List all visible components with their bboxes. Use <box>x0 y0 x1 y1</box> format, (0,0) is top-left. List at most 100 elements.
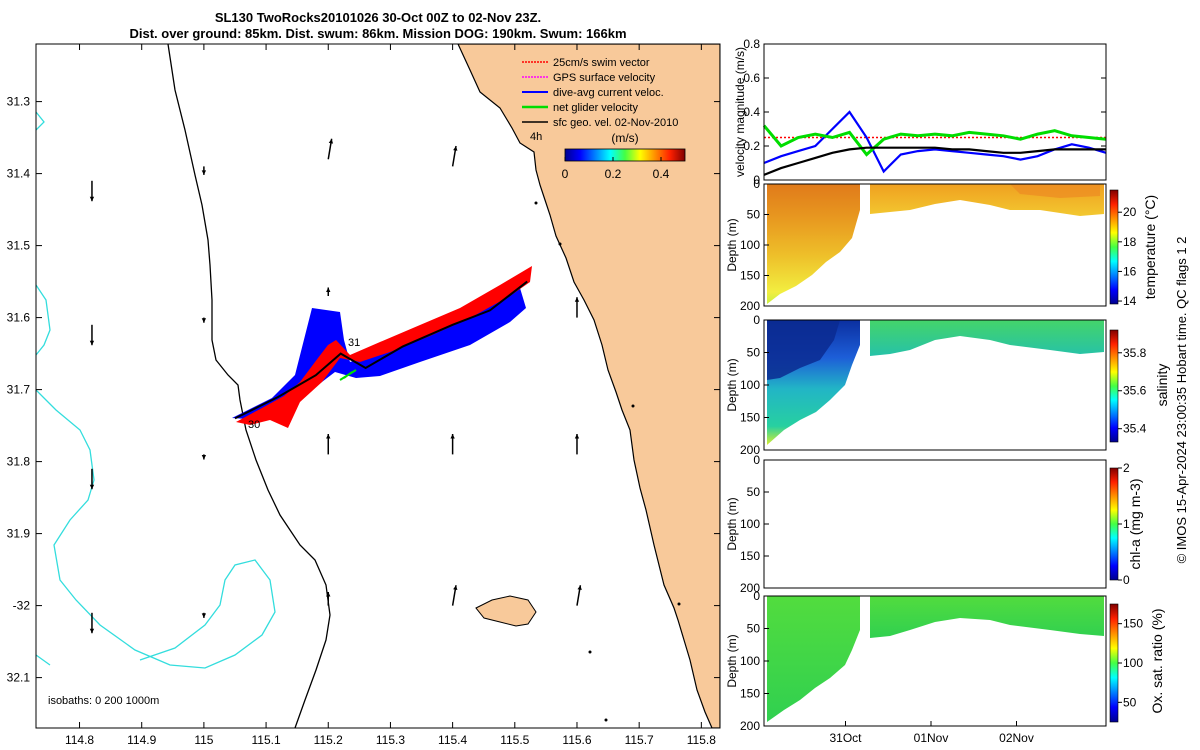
time-label: 4h <box>530 131 542 143</box>
depth-tick-label: 150 <box>740 687 760 701</box>
oxygen-ylabel: Depth (m) <box>725 634 739 687</box>
geo-vector <box>576 585 582 606</box>
cbar-tick-label: 150 <box>1123 617 1143 631</box>
cbar-tick-label: 2 <box>1123 461 1130 475</box>
map-y-tick-label: 31.5 <box>7 239 31 253</box>
depth-tick-label: 50 <box>747 485 761 499</box>
depth-tick-label: 0 <box>753 589 760 603</box>
vel-y-tick-label: 0.8 <box>743 37 760 51</box>
figure-title-line1: SL130 TwoRocks20101026 30-Oct 00Z to 02-… <box>215 10 541 25</box>
map-y-tick-label: 31.9 <box>7 527 31 541</box>
temperature-cbar-label: temperature (°C) <box>1142 195 1158 299</box>
map-x-tick-label: 115 <box>194 733 213 747</box>
chla-cbar-label: chl-a (mg m-3) <box>1127 478 1143 569</box>
map-x-tick-label: 115.8 <box>687 733 716 747</box>
map-y-tick-label: 32.1 <box>7 671 31 685</box>
map-x-tick-label: 115.3 <box>376 733 405 747</box>
land-mass <box>457 44 720 728</box>
map-cbar-tick-label: 0 <box>562 167 569 181</box>
cbar-tick-label: 18 <box>1123 235 1137 249</box>
glider-track <box>234 280 528 420</box>
geo-vector <box>326 592 331 606</box>
depth-tick-label: 100 <box>740 238 760 252</box>
map-y-tick-label: 31.3 <box>7 95 31 109</box>
cbar-tick-label: 35.6 <box>1123 384 1147 398</box>
cbar-tick-label: 35.4 <box>1123 422 1147 436</box>
depth-tick-label: 100 <box>740 517 760 531</box>
legend-swim-vector: 25cm/s swim vector <box>553 57 650 69</box>
salinity-panel: Depth (m) salinity <box>725 319 1170 451</box>
depth-tick-label: 0 <box>753 177 760 191</box>
geo-vector <box>451 145 458 167</box>
chla-colorbar <box>1109 467 1119 581</box>
depth-tick-label: 0 <box>753 313 760 327</box>
credit-line: © IMOS 15-Apr-2024 23:00:35 Hobart time.… <box>1174 237 1189 564</box>
geo-vector <box>201 317 207 323</box>
cbar-tick-label: 1 <box>1123 517 1130 531</box>
net-glider-vectors <box>339 369 357 381</box>
cbar-tick-label: 0 <box>1123 573 1130 587</box>
isobath-note: isobaths: 0 200 1000m <box>48 695 159 707</box>
geo-vector <box>201 612 207 618</box>
depth-tick-label: 200 <box>740 443 760 457</box>
velocity-ylabel: velocity magnitude (m/s) <box>733 47 747 177</box>
map-y-tick-label: 31.8 <box>7 455 31 469</box>
map-x-tick-label: 115.1 <box>252 733 281 747</box>
oxygen-field-late <box>870 596 1104 638</box>
geo-vector <box>89 612 95 634</box>
temperature-ylabel: Depth (m) <box>725 218 739 271</box>
map-x-tick-label: 114.8 <box>65 733 94 747</box>
depth-tick-label: 100 <box>740 654 760 668</box>
vel-y-tick-label: 0.2 <box>743 139 760 153</box>
map-x-tick-label: 115.2 <box>314 733 343 747</box>
velocity-panel: velocity magnitude (m/s) 0 0.2 0.4 0.6 0.8 <box>733 37 1107 187</box>
chla-panel: Depth (m) chl-a (mg m-3) <box>725 459 1143 589</box>
figure-title-line2: Dist. over ground: 85km. Dist. swum: 86k… <box>129 26 626 41</box>
depth-tick-label: 0 <box>753 453 760 467</box>
salinity-ylabel: Depth (m) <box>725 358 739 411</box>
geo-vector <box>326 287 331 296</box>
legend-geostrophic: sfc geo. vel. 02-Nov-2010 <box>553 117 678 129</box>
oxygen-panel: Depth (m) Ox. sat. ratio (%) <box>725 595 1165 727</box>
map-y-tick-label: 31.6 <box>7 311 31 325</box>
geo-vector <box>89 468 95 490</box>
depth-tick-label: 200 <box>740 581 760 595</box>
map-x-tick-label: 114.9 <box>127 733 156 747</box>
chla-ylabel: Depth (m) <box>725 497 739 550</box>
swim-vector-swath <box>236 266 532 428</box>
map-colorbar: (m/s) 0 0.2 0.4 <box>562 131 686 181</box>
geo-vector <box>89 324 95 346</box>
legend-current-velocity: dive-avg current veloc. <box>553 87 664 99</box>
depth-tick-label: 50 <box>747 622 761 636</box>
map-y-tick-label: 31.7 <box>7 383 31 397</box>
depth-tick-label: 50 <box>747 346 761 360</box>
depth-tick-label: 200 <box>740 299 760 313</box>
track-label-30: 30 <box>248 419 260 431</box>
cbar-tick-label: 35.8 <box>1123 346 1147 360</box>
salinity-colorbar <box>1109 329 1119 443</box>
geo-vector <box>326 434 331 455</box>
salinity-fresh-core <box>767 320 840 380</box>
map-x-tick-label: 115.6 <box>562 733 591 747</box>
map-x-tick-label: 115.5 <box>500 733 529 747</box>
velocity-line-3 <box>762 124 1107 157</box>
cbar-tick-label: 16 <box>1123 264 1137 278</box>
track-label-31: 31 <box>348 337 360 349</box>
map-x-tick-label: 115.7 <box>625 733 654 747</box>
temperature-warm-surface <box>1010 184 1100 198</box>
geo-vector <box>201 454 207 460</box>
velocity-series <box>762 110 1107 176</box>
map-panel: 31 30 4h 25cm/s swim vector GPS surface … <box>7 43 721 747</box>
depth-tick-label: 50 <box>747 208 761 222</box>
time-axis: 31Oct 01Nov 02Nov <box>829 721 1034 745</box>
oxygen-field-early <box>767 596 860 722</box>
oxygen-cbar-label: Ox. sat. ratio (%) <box>1149 608 1165 713</box>
map-y-tick-label: -32 <box>13 599 31 613</box>
salinity-cbar-label: salinity <box>1154 364 1170 407</box>
temperature-field-early <box>767 184 860 304</box>
vel-y-tick-label: 0.6 <box>743 71 760 85</box>
cbar-tick-label: 14 <box>1123 294 1137 308</box>
temperature-panel: Depth (m) temperature (°C) <box>725 183 1158 307</box>
